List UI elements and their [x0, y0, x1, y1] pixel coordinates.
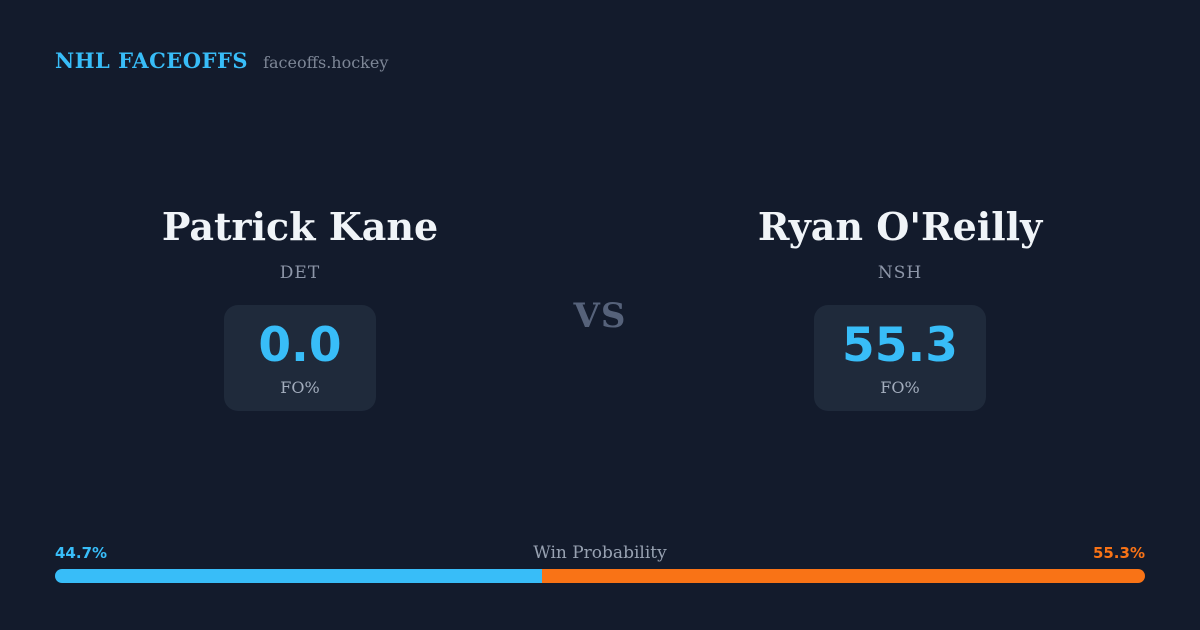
win-bar-left-segment — [55, 569, 543, 583]
win-probability-title: Win Probability — [533, 543, 667, 563]
player-right-team: NSH — [877, 262, 923, 283]
player-right: Ryan O'Reilly NSH 55.3 FO% — [690, 204, 1110, 412]
player-left-stat-box: 0.0 FO% — [224, 304, 376, 412]
win-probability-left-pct: 44.7% — [55, 544, 108, 562]
player-left-stat-value: 0.0 — [258, 317, 342, 373]
brand-title: NHL FACEOFFS — [55, 48, 249, 73]
header: NHL FACEOFFS faceoffs.hockey — [55, 48, 388, 73]
site-url: faceoffs.hockey — [263, 53, 389, 72]
player-left-name: Patrick Kane — [161, 204, 439, 249]
player-right-stat-value: 55.3 — [842, 317, 958, 373]
player-right-name: Ryan O'Reilly — [757, 204, 1043, 249]
player-left-stat-label: FO% — [280, 378, 320, 398]
vs-label: VS — [573, 296, 627, 336]
player-right-stat-box: 55.3 FO% — [814, 304, 986, 412]
win-probability-labels: 44.7% Win Probability 55.3% — [55, 543, 1145, 563]
win-probability-bar — [55, 569, 1145, 583]
win-bar-right-segment — [542, 569, 1145, 583]
player-right-stat-label: FO% — [880, 378, 920, 398]
win-probability-right-pct: 55.3% — [1092, 544, 1145, 562]
player-left-team: DET — [279, 262, 321, 283]
player-left: Patrick Kane DET 0.0 FO% — [90, 204, 510, 412]
